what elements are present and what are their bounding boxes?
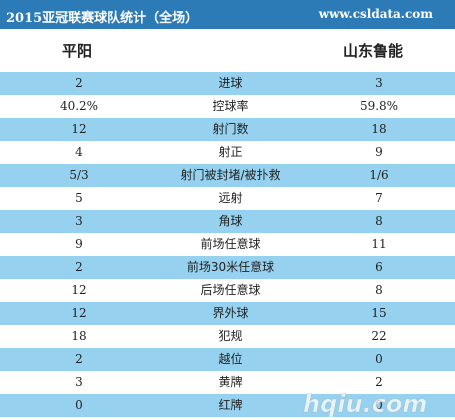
table-row: 2 越位 0 [0, 348, 455, 371]
home-value: 3 [75, 214, 83, 228]
home-team-name: 平阳 [62, 42, 93, 60]
stat-label: 进球 [218, 76, 243, 90]
stat-label: 角球 [218, 214, 243, 228]
away-value: 0 [375, 398, 383, 412]
away-value: 9 [375, 145, 383, 159]
away-value: 15 [371, 306, 387, 320]
stat-label: 犯规 [218, 329, 243, 343]
home-value: 5/3 [69, 168, 89, 182]
svg-text:hqiu.com: hqiu.com [303, 390, 427, 418]
away-value: 11 [371, 237, 387, 251]
home-value: 2 [75, 352, 83, 366]
stat-label: 射门被封堵/被扑救 [180, 168, 281, 182]
table-row: 5/3 射门被封堵/被扑救 1/6 [0, 164, 455, 187]
table-row: 2 前场30米任意球 6 [0, 256, 455, 279]
stat-label: 控球率 [212, 99, 249, 113]
table-row: 4 射正 9 [0, 141, 455, 164]
site-url[interactable]: www.csldata.com [318, 7, 433, 21]
away-value: 0 [375, 352, 383, 366]
table-row: 12 界外球 15 [0, 302, 455, 325]
page-title: 2015亚冠联赛球队统计（全场） [6, 11, 199, 26]
table-row: 2 进球 3 [0, 72, 455, 95]
table-row: 9 前场任意球 11 [0, 233, 455, 256]
home-value: 3 [75, 375, 83, 389]
stat-label: 后场任意球 [200, 283, 261, 297]
title-bar: 2015亚冠联赛球队统计（全场） www.csldata.com [0, 0, 455, 29]
stat-label: 越位 [218, 352, 243, 366]
home-value: 12 [71, 283, 87, 297]
home-value: 4 [75, 145, 83, 159]
table-row: 40.2% 控球率 59.8% [0, 95, 455, 118]
stats-table: 2 进球 3 40.2% 控球率 59.8% 12 射门数 18 4 射正 9 5/3 射门被封堵/被扑救… [0, 72, 455, 417]
table-row: 3 黄牌 2 [0, 371, 455, 394]
table-row: 5 远射 7 [0, 187, 455, 210]
away-team-name: 山东鲁能 [343, 42, 404, 60]
home-value: 0 [75, 398, 83, 412]
home-value: 5 [75, 191, 83, 205]
away-value: 1/6 [369, 168, 389, 182]
away-value: 2 [375, 375, 383, 389]
table-row: 18 犯规 22 [0, 325, 455, 348]
away-value: 8 [375, 214, 383, 228]
home-value: 12 [71, 122, 87, 136]
stat-label: 射门数 [212, 122, 249, 136]
stat-label: 红牌 [218, 398, 243, 412]
home-value: 40.2% [59, 99, 99, 113]
away-value: 18 [371, 122, 387, 136]
away-value: 3 [375, 76, 383, 90]
away-value: 8 [375, 283, 383, 297]
home-value: 2 [75, 260, 83, 274]
home-value: 12 [71, 306, 87, 320]
stat-label: 界外球 [212, 306, 249, 320]
stat-label: 射正 [218, 145, 243, 159]
stat-label: 前场任意球 [200, 237, 261, 251]
away-value: 22 [371, 329, 387, 343]
table-row: 12 后场任意球 8 [0, 279, 455, 302]
away-value: 6 [375, 260, 383, 274]
watermark-logo: hqiu.com [303, 390, 428, 418]
stat-label: 黄牌 [218, 375, 243, 389]
home-value: 2 [75, 76, 83, 90]
away-value: 7 [375, 191, 383, 205]
team-header: 平阳 山东鲁能 [0, 29, 455, 72]
stat-label: 前场30米任意球 [186, 260, 275, 274]
table-row: 3 角球 8 [0, 210, 455, 233]
home-value: 18 [71, 329, 87, 343]
table-row: 0 红牌 0 [0, 394, 455, 417]
home-value: 9 [75, 237, 83, 251]
away-value: 59.8% [359, 99, 399, 113]
table-row: 12 射门数 18 [0, 118, 455, 141]
stat-label: 远射 [218, 191, 243, 205]
